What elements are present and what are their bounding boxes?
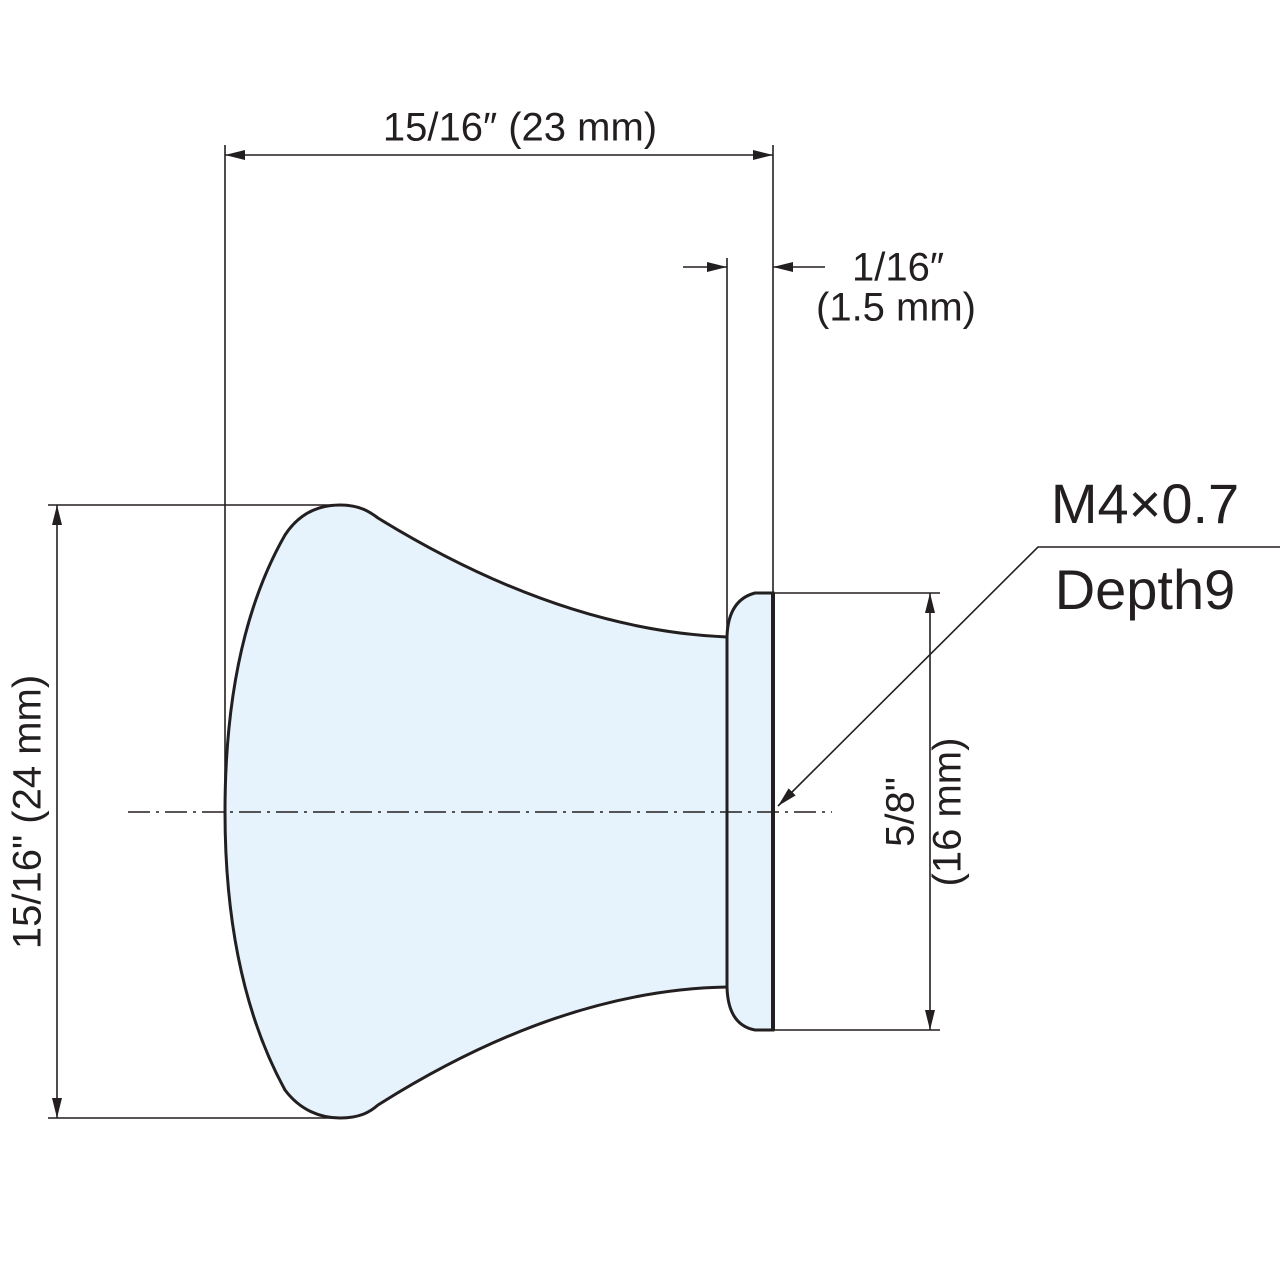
- collar-length-imperial: 1/16″: [852, 246, 944, 290]
- collar-length-metric: (1.5 mm): [816, 286, 976, 330]
- thread-depth: Depth9: [1055, 558, 1236, 621]
- head-diameter-label: 15/16" (24 mm): [6, 675, 50, 949]
- leader-line: [777, 546, 1280, 807]
- thread-size: M4×0.7: [1051, 472, 1239, 535]
- overall-length-label: 15/16″ (23 mm): [383, 106, 657, 150]
- collar-diameter-imperial: 5/8": [879, 777, 923, 847]
- collar-diameter-metric: (16 mm): [926, 738, 970, 887]
